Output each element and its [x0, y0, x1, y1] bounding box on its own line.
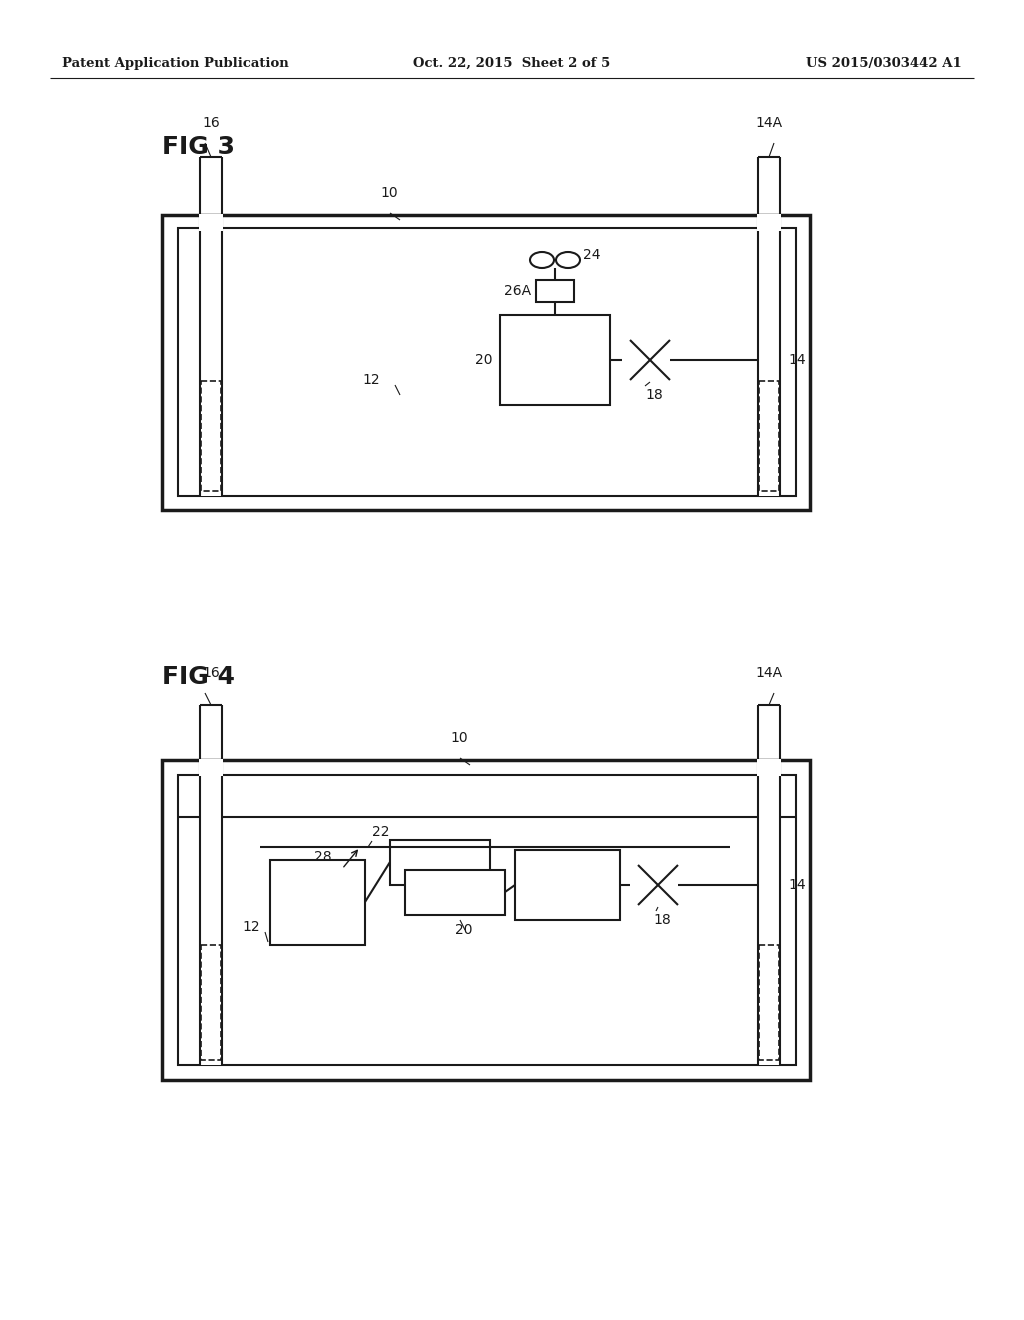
Text: 12: 12 — [243, 920, 260, 935]
Text: 22: 22 — [372, 825, 389, 840]
Text: US 2015/0303442 A1: US 2015/0303442 A1 — [806, 57, 962, 70]
Bar — [515, 850, 620, 920]
Text: 18: 18 — [653, 913, 671, 927]
Bar — [759, 945, 779, 1060]
Text: 12: 12 — [362, 374, 380, 387]
Text: 24: 24 — [583, 248, 600, 261]
Bar — [757, 759, 781, 776]
Bar — [536, 280, 574, 302]
Text: 10: 10 — [450, 731, 468, 744]
Text: FIG 3: FIG 3 — [162, 135, 234, 158]
Bar — [500, 315, 610, 405]
Text: 20: 20 — [455, 923, 472, 937]
Bar — [199, 759, 223, 776]
Ellipse shape — [556, 252, 580, 268]
Bar — [390, 840, 490, 884]
Text: 28: 28 — [314, 850, 332, 865]
Text: 26A: 26A — [504, 284, 531, 298]
Bar — [162, 760, 810, 1080]
Bar — [200, 775, 222, 1065]
Bar — [757, 214, 781, 231]
Text: 10: 10 — [380, 186, 397, 201]
Bar — [406, 870, 505, 915]
Bar — [178, 228, 796, 496]
Text: 16: 16 — [202, 667, 220, 680]
Text: 14: 14 — [788, 352, 806, 367]
Text: 14A: 14A — [756, 116, 782, 129]
Bar — [758, 775, 780, 1065]
Text: 20: 20 — [474, 352, 492, 367]
Bar — [178, 775, 796, 1065]
Bar — [759, 381, 779, 491]
Text: 16: 16 — [202, 116, 220, 129]
Text: 18: 18 — [645, 388, 663, 403]
Text: 14: 14 — [788, 878, 806, 892]
Bar — [270, 861, 365, 945]
Text: FIG 4: FIG 4 — [162, 665, 234, 689]
Bar — [162, 215, 810, 510]
Ellipse shape — [530, 252, 554, 268]
Text: Patent Application Publication: Patent Application Publication — [62, 57, 289, 70]
Bar — [758, 228, 780, 496]
Bar — [199, 214, 223, 231]
Bar — [201, 945, 221, 1060]
Text: Oct. 22, 2015  Sheet 2 of 5: Oct. 22, 2015 Sheet 2 of 5 — [414, 57, 610, 70]
Bar — [201, 381, 221, 491]
Text: 14A: 14A — [756, 667, 782, 680]
Bar — [200, 228, 222, 496]
